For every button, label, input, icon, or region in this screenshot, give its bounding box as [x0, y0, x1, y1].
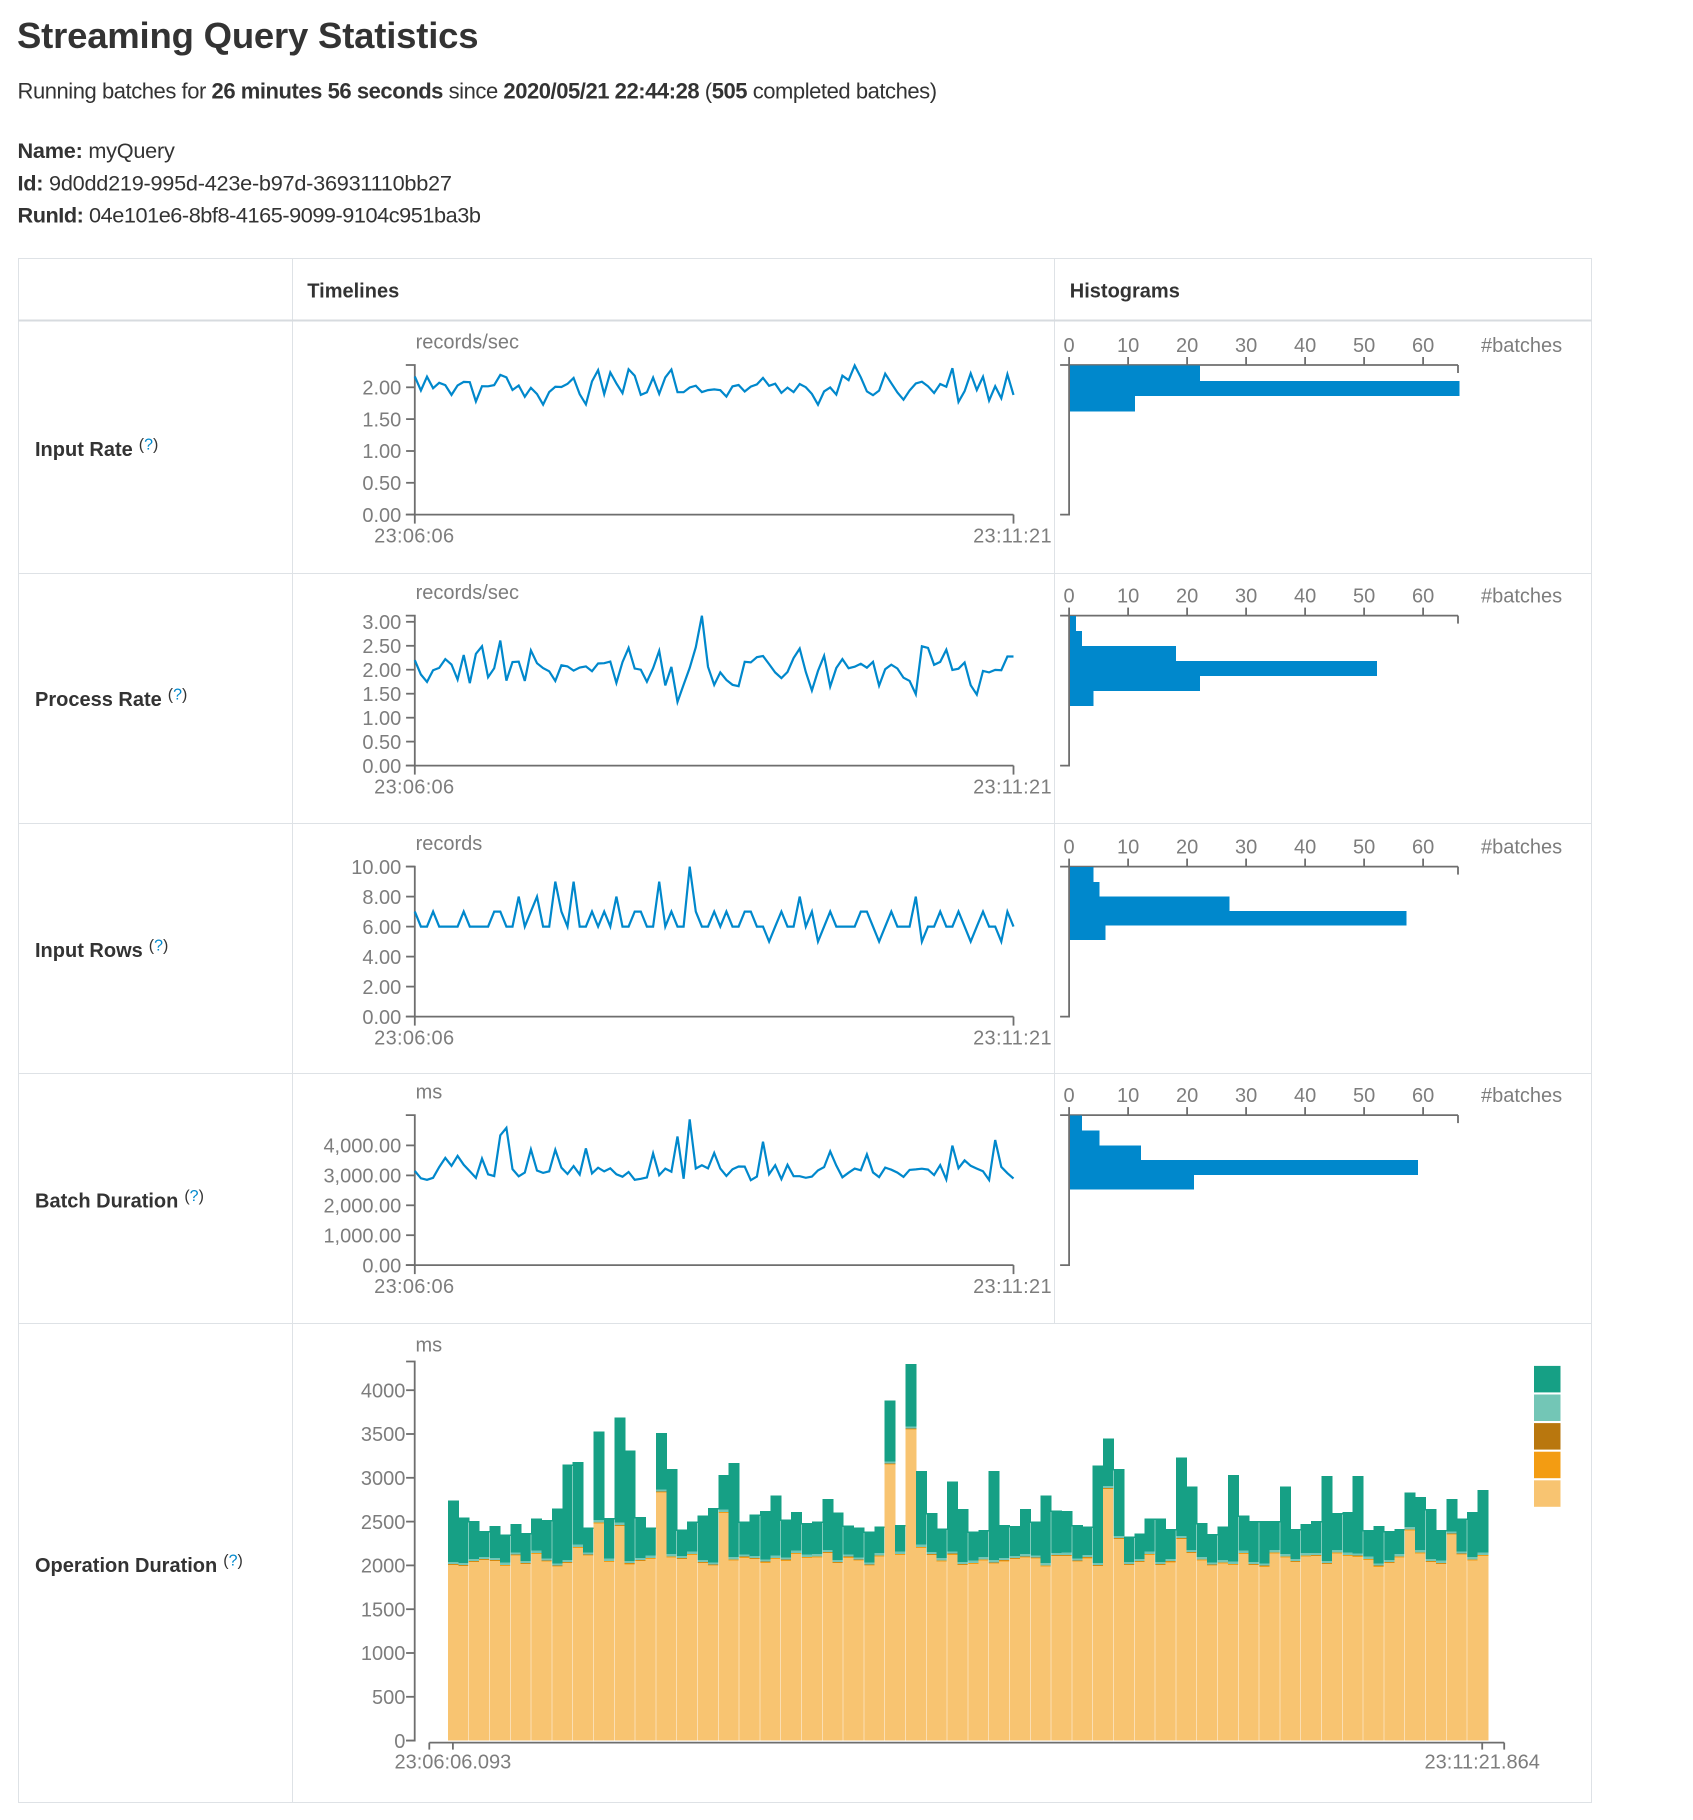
svg-text:Histograms: Histograms	[1070, 281, 1180, 303]
svg-text:1000: 1000	[361, 1643, 406, 1665]
svg-text:0.00: 0.00	[362, 756, 401, 778]
svg-text:2000: 2000	[361, 1556, 406, 1578]
svg-text:ms: ms	[416, 1081, 443, 1103]
svg-text:0.00: 0.00	[362, 1007, 401, 1029]
svg-text:60: 60	[1412, 586, 1434, 608]
svg-text:23:06:06: 23:06:06	[374, 1027, 454, 1049]
svg-text:1.50: 1.50	[362, 684, 401, 706]
svg-text:10: 10	[1117, 1085, 1139, 1107]
svg-text:23:11:21: 23:11:21	[973, 1027, 1052, 1049]
svg-text:40: 40	[1294, 837, 1316, 859]
svg-text:10: 10	[1117, 586, 1139, 608]
svg-text:0: 0	[1064, 335, 1075, 357]
svg-text:60: 60	[1412, 1085, 1434, 1107]
svg-text:50: 50	[1353, 837, 1375, 859]
svg-text:Running batches for 26 minutes: Running batches for 26 minutes 56 second…	[18, 78, 937, 103]
svg-text:30: 30	[1235, 335, 1257, 357]
svg-text:60: 60	[1412, 335, 1434, 357]
svg-text:3500: 3500	[361, 1424, 406, 1446]
svg-text:#batches: #batches	[1481, 586, 1562, 608]
svg-text:23:06:06: 23:06:06	[374, 776, 454, 798]
svg-text:23:11:21: 23:11:21	[973, 1276, 1052, 1298]
svg-text:23:06:06.093: 23:06:06.093	[395, 1752, 512, 1774]
svg-text:0: 0	[1064, 837, 1075, 859]
svg-text:23:11:21: 23:11:21	[973, 776, 1052, 798]
svg-text:2,000.00: 2,000.00	[323, 1196, 401, 1218]
svg-text:3,000.00: 3,000.00	[323, 1166, 401, 1188]
svg-text:23:06:06: 23:06:06	[374, 525, 454, 547]
svg-text:20: 20	[1176, 837, 1198, 859]
svg-text:1,000.00: 1,000.00	[323, 1225, 401, 1247]
svg-text:Id: 9d0dd219-995d-423e-b97d-36: Id: 9d0dd219-995d-423e-b97d-36931110bb27	[18, 170, 452, 195]
svg-text:30: 30	[1235, 837, 1257, 859]
svg-text:2.00: 2.00	[362, 378, 401, 400]
svg-text:4.00: 4.00	[362, 947, 401, 969]
svg-text:20: 20	[1176, 335, 1198, 357]
svg-text:Operation Duration(?): Operation Duration (?)	[35, 1553, 243, 1578]
svg-text:Input Rows(?): Input Rows (?)	[35, 938, 168, 963]
svg-text:Streaming Query Statistics: Streaming Query Statistics	[17, 15, 478, 56]
svg-text:50: 50	[1353, 1085, 1375, 1107]
svg-text:1500: 1500	[361, 1599, 406, 1621]
svg-text:23:06:06: 23:06:06	[374, 1276, 454, 1298]
svg-text:0.50: 0.50	[362, 732, 401, 754]
svg-text:RunId: 04e101e6-8bf8-4165-9099: RunId: 04e101e6-8bf8-4165-9099-9104c951b…	[18, 203, 481, 228]
svg-text:records/sec: records/sec	[416, 331, 519, 353]
svg-text:0.00: 0.00	[362, 1255, 401, 1277]
svg-text:records: records	[416, 833, 483, 855]
svg-text:Name: myQuery: Name: myQuery	[18, 138, 175, 163]
svg-text:0: 0	[1064, 1085, 1075, 1107]
svg-text:4,000.00: 4,000.00	[323, 1136, 401, 1158]
svg-text:0: 0	[394, 1731, 405, 1753]
svg-text:Process Rate(?): Process Rate (?)	[35, 687, 187, 712]
svg-text:60: 60	[1412, 837, 1434, 859]
svg-text:2.00: 2.00	[362, 977, 401, 999]
svg-text:4000: 4000	[361, 1380, 406, 1402]
svg-text:30: 30	[1235, 1085, 1257, 1107]
svg-text:40: 40	[1294, 335, 1316, 357]
svg-text:20: 20	[1176, 586, 1198, 608]
svg-text:3000: 3000	[361, 1468, 406, 1490]
svg-text:50: 50	[1353, 586, 1375, 608]
svg-text:2.50: 2.50	[362, 636, 401, 658]
svg-text:1.00: 1.00	[362, 708, 401, 730]
svg-text:2.00: 2.00	[362, 660, 401, 682]
svg-text:Input Rate(?): Input Rate (?)	[35, 436, 158, 461]
svg-text:Timelines: Timelines	[307, 281, 399, 303]
svg-text:0.00: 0.00	[362, 505, 401, 527]
svg-text:40: 40	[1294, 586, 1316, 608]
svg-text:0.50: 0.50	[362, 473, 401, 495]
svg-text:1.00: 1.00	[362, 441, 401, 463]
svg-text:8.00: 8.00	[362, 887, 401, 909]
svg-text:500: 500	[372, 1687, 405, 1709]
svg-text:6.00: 6.00	[362, 917, 401, 939]
svg-text:0: 0	[1064, 586, 1075, 608]
svg-text:records/sec: records/sec	[416, 582, 519, 604]
svg-text:23:11:21.864: 23:11:21.864	[1425, 1752, 1540, 1774]
svg-text:#batches: #batches	[1481, 1085, 1562, 1107]
svg-text:Batch Duration(?): Batch Duration (?)	[35, 1188, 204, 1213]
svg-text:ms: ms	[416, 1335, 443, 1357]
svg-text:2500: 2500	[361, 1512, 406, 1534]
svg-text:#batches: #batches	[1481, 837, 1562, 859]
svg-text:10: 10	[1117, 335, 1139, 357]
svg-text:30: 30	[1235, 586, 1257, 608]
svg-text:3.00: 3.00	[362, 612, 401, 634]
svg-text:40: 40	[1294, 1085, 1316, 1107]
svg-text:23:11:21: 23:11:21	[973, 525, 1052, 547]
svg-text:10.00: 10.00	[351, 857, 401, 879]
svg-text:#batches: #batches	[1481, 335, 1562, 357]
svg-text:20: 20	[1176, 1085, 1198, 1107]
svg-text:10: 10	[1117, 837, 1139, 859]
svg-text:50: 50	[1353, 335, 1375, 357]
svg-text:1.50: 1.50	[362, 409, 401, 431]
